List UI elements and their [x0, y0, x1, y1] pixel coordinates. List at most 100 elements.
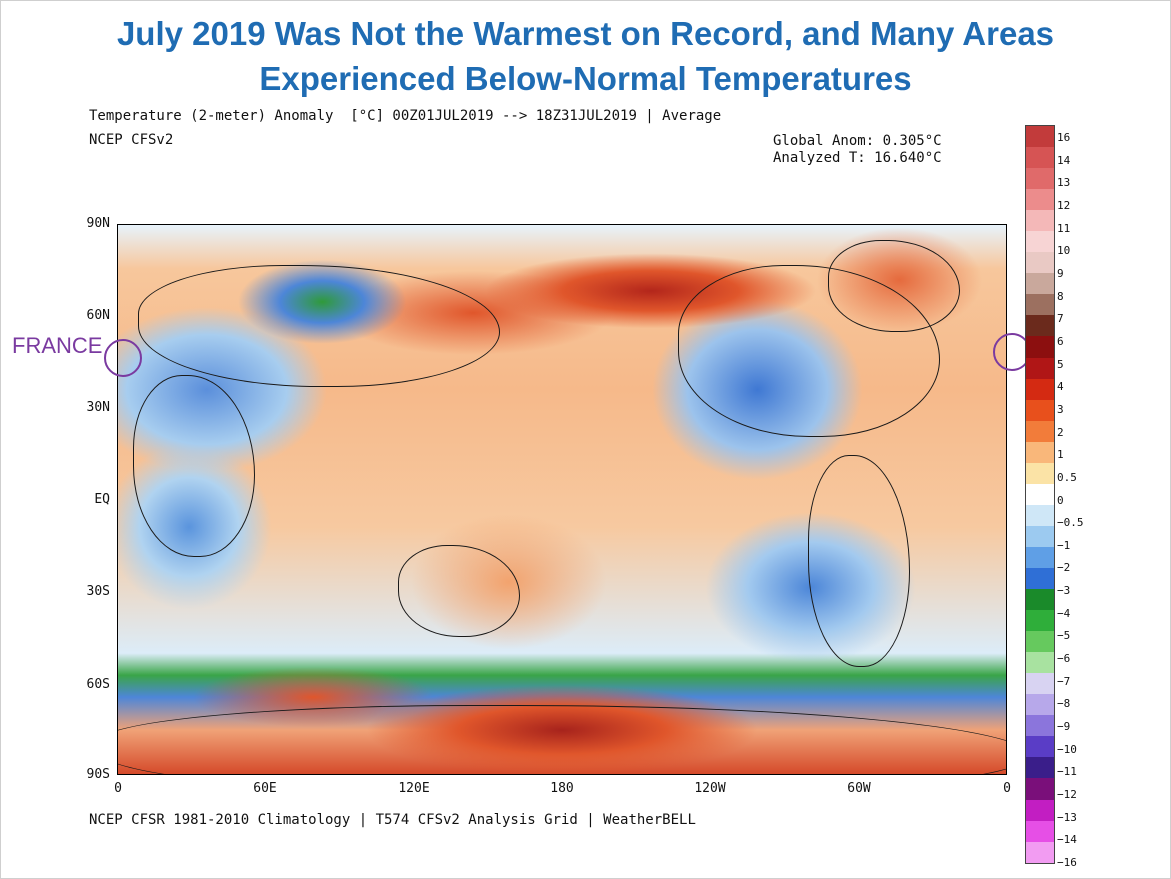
colorbar-swatch	[1026, 820, 1054, 842]
colorbar-swatch	[1026, 126, 1054, 148]
colorbar-swatch	[1026, 252, 1054, 274]
colorbar-tick-label: 8	[1057, 289, 1064, 303]
colorbar-tick-label: 0.5	[1057, 470, 1077, 484]
colorbar-tick-label: 14	[1057, 153, 1071, 167]
colorbar-swatch	[1026, 378, 1054, 400]
colorbar-tick-label: −4	[1057, 606, 1071, 620]
colorbar-tick-label: −5	[1057, 629, 1071, 643]
colorbar-tick-label: −12	[1057, 788, 1077, 802]
colorbar-swatch	[1026, 399, 1054, 421]
lon-label: 120W	[694, 781, 726, 796]
colorbar-swatch	[1026, 652, 1054, 674]
colorbar-swatch	[1026, 336, 1054, 358]
continent-south-america	[808, 455, 910, 667]
colorbar-swatch	[1026, 315, 1054, 337]
headline-line-1: July 2019 Was Not the Warmest on Record,…	[116, 15, 1055, 52]
colorbar-tick-label: 2	[1057, 425, 1064, 439]
lon-label: 60E	[253, 781, 277, 796]
colorbar-tick-label: −2	[1057, 561, 1071, 575]
colorbar-tick-label: 12	[1057, 198, 1071, 212]
colorbar-swatch	[1026, 273, 1054, 295]
colorbar-tick-label: −14	[1057, 833, 1077, 847]
colorbar-tick-label: 11	[1057, 221, 1071, 235]
colorbar-swatch	[1026, 168, 1054, 190]
colorbar-swatch	[1026, 567, 1054, 590]
colorbar-swatch	[1026, 231, 1054, 253]
headline-line-2: Experienced Below-Normal Temperatures	[259, 60, 912, 97]
continent-africa	[133, 375, 255, 557]
france-annotation-label: FRANCE	[12, 333, 103, 358]
colorbar-swatch	[1026, 631, 1054, 653]
colorbar-tick-label: −0.5	[1057, 516, 1084, 530]
colorbar-tick-label: 5	[1057, 357, 1064, 371]
lat-label: EQ	[94, 492, 110, 507]
lon-label: 180	[550, 781, 574, 796]
colorbar-swatch	[1026, 736, 1054, 758]
colorbar-tick-label: 9	[1057, 266, 1064, 280]
colorbar-swatch	[1026, 462, 1054, 484]
lat-label: 30N	[86, 400, 110, 415]
continent-australia	[398, 545, 520, 637]
continent-north-america	[678, 265, 940, 437]
map-footer: NCEP CFSR 1981-2010 Climatology | T574 C…	[89, 812, 696, 828]
temperature-anomaly-map	[117, 224, 1007, 775]
lat-label: 90N	[86, 216, 110, 231]
colorbar-tick-label: −9	[1057, 720, 1071, 734]
colorbar-tick-label: −8	[1057, 697, 1071, 711]
lat-label: 60N	[86, 308, 110, 323]
colorbar-swatch	[1026, 546, 1054, 568]
colorbar-tick-label: 3	[1057, 402, 1064, 416]
colorbar-tick-label: −3	[1057, 584, 1071, 598]
colorbar-tick-label: 10	[1057, 244, 1071, 258]
colorbar-tick-label: 13	[1057, 176, 1071, 190]
colorbar-swatch	[1026, 610, 1054, 632]
continent-antarctica	[118, 705, 1006, 774]
lon-label: 0	[114, 781, 122, 796]
colorbar-tick-label: 6	[1057, 334, 1064, 348]
colorbar-tick-label: −10	[1057, 742, 1077, 756]
colorbar-tick-label: −11	[1057, 765, 1077, 779]
colorbar-swatch	[1026, 694, 1054, 716]
lat-label: 90S	[86, 767, 110, 782]
colorbar-swatch	[1026, 441, 1054, 463]
colorbar-swatch	[1026, 757, 1054, 779]
colorbar-tick-label: 0	[1057, 493, 1064, 507]
colorbar-tick-label: 16	[1057, 131, 1071, 144]
colorbar-tick-label: −1	[1057, 538, 1071, 552]
lon-label: 120E	[398, 781, 430, 796]
colorbar-swatch	[1026, 525, 1054, 547]
colorbar-swatch	[1026, 589, 1054, 611]
colorbar-tick-label: −6	[1057, 652, 1071, 666]
colorbar-swatch	[1026, 189, 1054, 211]
continent-greenland	[828, 240, 960, 332]
colorbar-swatch	[1026, 841, 1054, 863]
colorbar-swatch	[1026, 778, 1054, 800]
map-title: Temperature (2-meter) Anomaly [°C] 00Z01…	[89, 108, 722, 124]
colorbar-swatch	[1026, 147, 1054, 169]
lat-label: 60S	[86, 677, 110, 692]
lon-label: 0	[1003, 781, 1011, 796]
analyzed-temperature: Analyzed T: 16.640°C	[773, 150, 942, 166]
model-source: NCEP CFSv2	[89, 132, 174, 148]
global-anomaly: Global Anom: 0.305°C	[773, 133, 942, 149]
colorbar-swatch	[1026, 673, 1054, 695]
colorbar-tick-label: 7	[1057, 312, 1064, 326]
colorbar-tick-label: −7	[1057, 674, 1071, 688]
colorbar-swatch	[1026, 420, 1054, 442]
colorbar-tick-label: −13	[1057, 810, 1077, 824]
colorbar-tick-label: 4	[1057, 380, 1064, 394]
colorbar-legend	[1025, 125, 1055, 864]
colorbar-swatch	[1026, 715, 1054, 737]
france-circle-marker-left	[104, 339, 142, 377]
lat-label: 30S	[86, 584, 110, 599]
continent-eurasia	[138, 265, 500, 387]
colorbar-tick-label: −16	[1057, 856, 1077, 869]
lon-label: 60W	[847, 781, 871, 796]
colorbar-swatch	[1026, 504, 1054, 526]
colorbar-swatch	[1026, 210, 1054, 232]
colorbar-swatch	[1026, 294, 1054, 316]
colorbar-tick-label: 1	[1057, 448, 1064, 462]
colorbar-swatch	[1026, 357, 1054, 379]
colorbar-swatch	[1026, 799, 1054, 821]
colorbar-swatch	[1026, 483, 1054, 505]
